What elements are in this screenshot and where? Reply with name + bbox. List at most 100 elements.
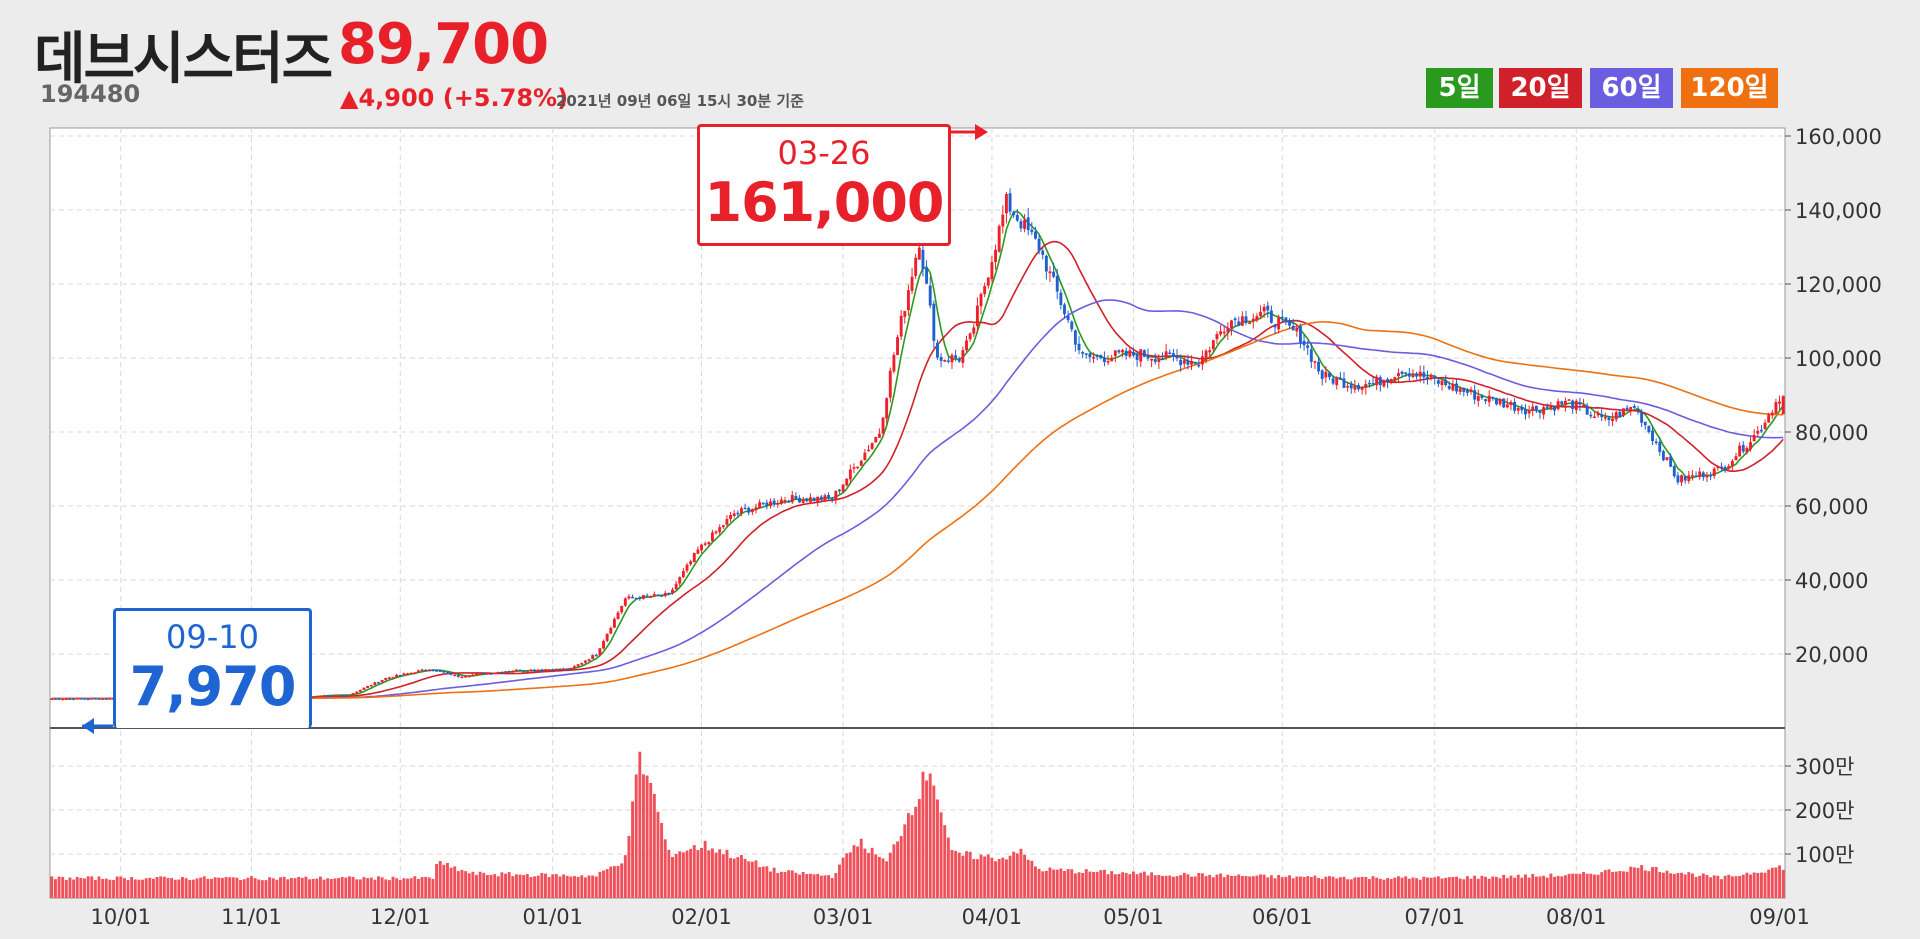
volume-bar	[591, 875, 595, 898]
candle-body	[1538, 410, 1542, 414]
candle-body	[1106, 361, 1110, 363]
legend-ma60[interactable]: 60일	[1590, 68, 1673, 108]
volume-bar	[994, 861, 997, 898]
volume-bar	[1215, 874, 1219, 898]
candle-body	[482, 673, 486, 675]
high-callout: 03-26 161,000	[697, 124, 951, 246]
candle-body	[366, 686, 370, 688]
volume-bar	[438, 861, 442, 898]
candle-body	[1124, 350, 1128, 356]
candle-body	[1132, 352, 1135, 356]
volume-bar	[1222, 877, 1226, 898]
volume-bar	[275, 879, 279, 898]
candle-body	[362, 687, 366, 690]
candle-body	[914, 257, 918, 276]
candle-body	[975, 305, 979, 327]
volume-bar	[562, 874, 566, 898]
candle-body	[1382, 380, 1386, 387]
candle-body	[1386, 379, 1389, 382]
volume-bar	[257, 879, 261, 898]
volume-bar	[467, 873, 471, 898]
volume-bar	[740, 854, 743, 898]
candle-body	[1070, 321, 1074, 330]
candle-body	[1233, 318, 1237, 321]
candle-body	[1004, 194, 1008, 214]
volume-bar	[758, 867, 762, 898]
volume-bar	[1066, 869, 1070, 898]
volume-bar	[1273, 878, 1277, 898]
volume-bar	[86, 876, 90, 898]
volume-bar	[634, 774, 638, 898]
volume-bar	[830, 878, 834, 898]
candle-body	[769, 501, 772, 507]
candle-body	[1622, 408, 1625, 416]
candle-body	[1524, 409, 1527, 415]
candle-body	[391, 677, 395, 679]
volume-bar	[721, 854, 725, 898]
volume-bar	[954, 850, 958, 898]
candle-body	[783, 500, 787, 502]
candle-body	[961, 350, 965, 363]
volume-bar	[1484, 876, 1488, 898]
candle-body	[1259, 311, 1262, 317]
candle-body	[594, 654, 598, 657]
candle-body	[1320, 370, 1324, 379]
volume-bar	[1266, 877, 1270, 898]
volume-bar	[986, 854, 990, 898]
volume-bar	[1295, 876, 1299, 898]
candle-body	[1081, 352, 1085, 354]
volume-bar	[181, 877, 184, 898]
candle-body	[1749, 442, 1752, 450]
candle-body	[1328, 372, 1331, 378]
date-tick-label: 11/01	[221, 905, 282, 929]
volume-bar	[1705, 874, 1709, 898]
legend-ma120[interactable]: 120일	[1681, 68, 1778, 108]
volume-bar	[1110, 871, 1114, 898]
volume-bar	[946, 837, 950, 898]
candle-body	[1204, 350, 1208, 358]
candle-body	[500, 672, 504, 674]
volume-bar	[1030, 860, 1034, 898]
candle-body	[1683, 476, 1687, 481]
candle-body	[877, 433, 881, 438]
legend-ma20[interactable]: 20일	[1499, 68, 1582, 108]
candle-body	[1317, 361, 1321, 372]
volume-bar	[769, 871, 772, 898]
volume-bar	[681, 852, 685, 898]
volume-bar	[696, 850, 700, 898]
candle-body	[496, 671, 500, 674]
volume-bar	[1168, 875, 1172, 898]
volume-bar	[1709, 877, 1713, 898]
candle-body	[416, 670, 420, 673]
volume-bar	[1092, 872, 1095, 898]
candle-body	[743, 507, 747, 510]
date-tick-label: 01/01	[522, 905, 583, 929]
candle-body	[827, 495, 831, 498]
legend-ma5[interactable]: 5일	[1426, 68, 1493, 108]
candle-body	[1248, 322, 1252, 324]
volume-bar	[881, 858, 885, 898]
volume-bar	[358, 879, 362, 898]
candle-body	[1469, 389, 1473, 393]
candle-body	[1186, 360, 1190, 365]
volume-bar	[939, 812, 943, 898]
candle-body	[1331, 378, 1335, 384]
volume-bar	[1349, 879, 1353, 898]
candle-body	[315, 695, 319, 698]
volume-bar	[1008, 855, 1012, 898]
volume-bar	[1781, 869, 1785, 898]
volume-bar	[674, 853, 678, 898]
volume-bar	[642, 774, 645, 898]
candle-body	[384, 677, 388, 680]
candle-body	[1175, 355, 1179, 359]
candle-body	[536, 669, 540, 672]
candle-body	[1563, 400, 1567, 406]
volume-bar	[1487, 878, 1491, 898]
volume-bar	[841, 857, 845, 898]
volume-bar	[1313, 875, 1317, 898]
candle-body	[101, 698, 105, 700]
volume-bar	[689, 848, 693, 898]
candle-body	[1589, 414, 1593, 417]
candle-body	[1600, 414, 1604, 417]
candle-body	[1208, 350, 1212, 353]
